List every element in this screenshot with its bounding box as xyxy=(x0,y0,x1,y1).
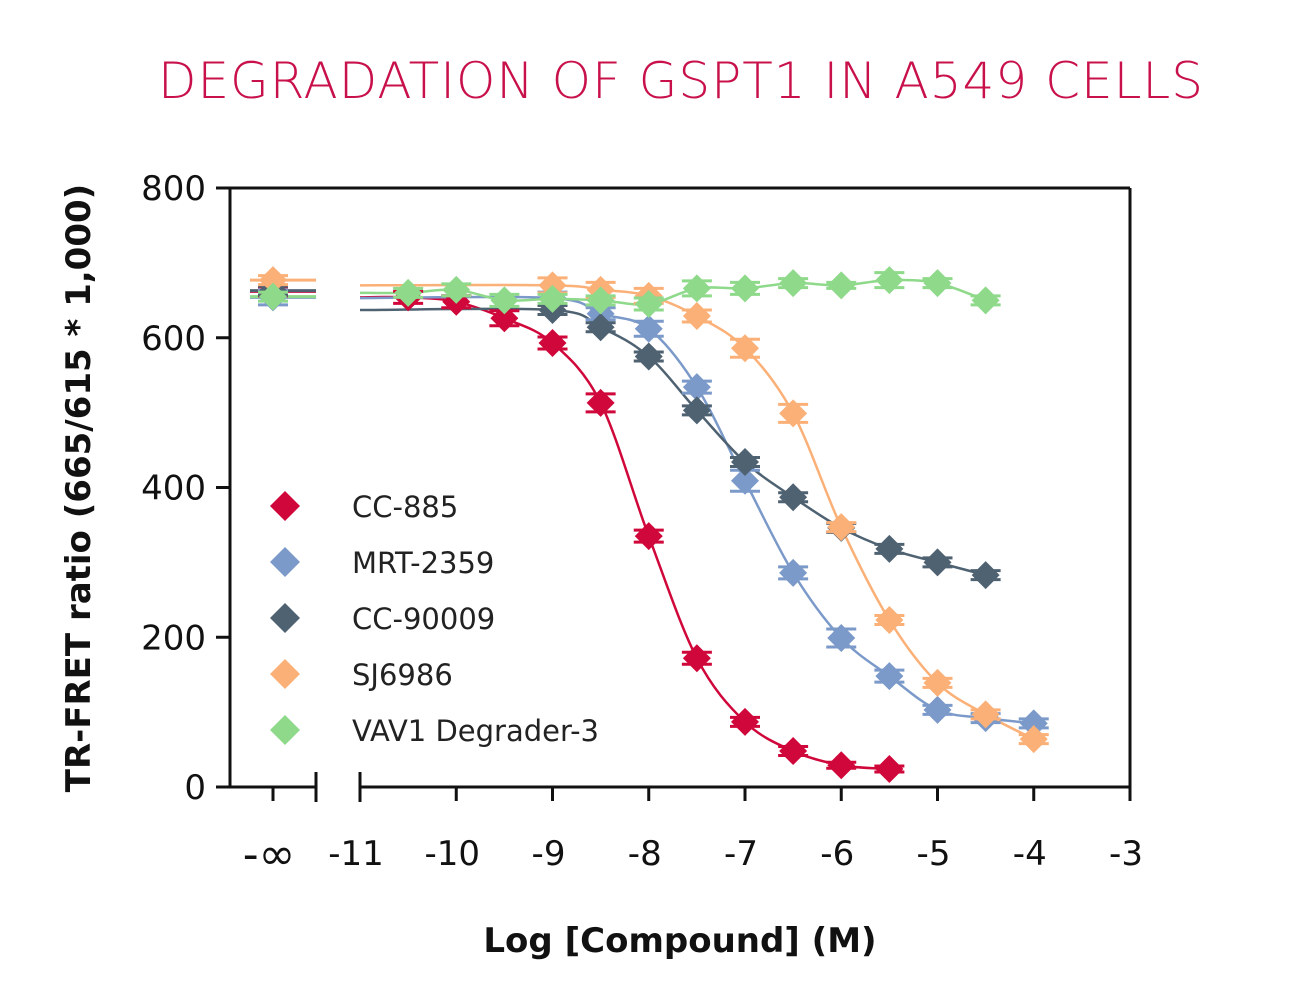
y-tick-label: 0 xyxy=(184,768,206,808)
y-tick-label: 800 xyxy=(141,169,206,209)
data-point xyxy=(634,342,663,371)
x-tick-label: -∞ xyxy=(243,829,296,880)
data-point xyxy=(682,373,711,402)
data-point xyxy=(731,334,759,363)
x-tick-label: -7 xyxy=(724,834,758,874)
data-point xyxy=(779,737,808,766)
data-point xyxy=(586,388,615,417)
data-point xyxy=(394,278,423,307)
data-point xyxy=(259,282,287,311)
y-tick-label: 200 xyxy=(141,618,206,658)
data-point xyxy=(634,522,663,551)
data-point xyxy=(779,269,808,298)
x-tick-label: -9 xyxy=(532,834,566,874)
data-point xyxy=(923,695,952,724)
data-point xyxy=(682,274,711,303)
data-point xyxy=(442,275,471,304)
chart-title: DEGRADATION OF GSPT1 IN A549 CELLS xyxy=(157,52,1205,110)
legend-label: MRT-2359 xyxy=(352,546,494,580)
y-tick-label: 600 xyxy=(141,319,206,359)
data-point xyxy=(971,700,1000,729)
legend-label: VAV1 Degrader-3 xyxy=(352,714,599,748)
data-point xyxy=(1019,725,1048,754)
x-tick-label: -4 xyxy=(1013,834,1047,874)
data-point xyxy=(682,644,711,673)
data-point xyxy=(971,286,1000,315)
legend-marker xyxy=(270,659,300,689)
data-point xyxy=(971,561,1000,590)
points xyxy=(258,266,1049,784)
data-point xyxy=(634,290,663,319)
data-point xyxy=(779,399,808,428)
data-point xyxy=(827,751,856,780)
data-point xyxy=(779,483,808,512)
data-point xyxy=(490,286,519,315)
legend: CC-885 MRT-2359 CC-90009 SJ6986 VAV1 Degrade… xyxy=(270,490,599,748)
legend-label: CC-90009 xyxy=(352,602,495,636)
data-point xyxy=(538,328,567,357)
x-tick-label: -5 xyxy=(917,834,951,874)
data-point xyxy=(586,286,615,315)
data-point xyxy=(779,558,808,587)
data-point xyxy=(682,396,711,425)
data-point xyxy=(827,271,856,300)
data-point xyxy=(259,266,287,295)
data-point xyxy=(923,269,952,298)
x-axis-label: Log [Compound] (M) xyxy=(483,921,876,961)
data-point xyxy=(586,313,615,342)
x-tick-label: -11 xyxy=(328,834,384,874)
legend-marker xyxy=(270,491,300,521)
data-point xyxy=(875,755,904,784)
data-point xyxy=(1019,709,1048,738)
data-point xyxy=(923,548,952,577)
x-tick-label: -10 xyxy=(424,834,480,874)
data-point xyxy=(827,623,856,652)
data-point xyxy=(875,662,904,691)
legend-marker xyxy=(270,603,300,633)
fit-curve xyxy=(359,295,890,771)
data-point xyxy=(875,606,904,635)
data-point xyxy=(490,304,519,333)
legend-label: CC-885 xyxy=(352,490,458,524)
data-point xyxy=(634,314,663,343)
x-tick-label: -8 xyxy=(628,834,662,874)
data-point xyxy=(731,707,759,736)
x-tick-label: -6 xyxy=(820,834,854,874)
legend-label: SJ6986 xyxy=(352,658,453,692)
data-point xyxy=(682,302,711,331)
fit-curve xyxy=(359,307,986,577)
data-point xyxy=(875,266,904,295)
data-point xyxy=(731,466,759,495)
data-point xyxy=(538,284,567,313)
x-tick-label: -3 xyxy=(1109,834,1143,874)
data-point xyxy=(875,534,904,563)
data-point xyxy=(731,448,759,477)
legend-marker xyxy=(270,715,300,745)
y-tick-label: 400 xyxy=(141,469,206,509)
data-point xyxy=(731,274,759,303)
data-point xyxy=(923,668,952,697)
axes: 0 200 400 600 800 -∞ -11 -10 -9 -8 -7 -6 -5 -4 -3 xyxy=(141,169,1143,880)
legend-marker xyxy=(270,547,300,577)
y-axis-label: TR-FRET ratio (665/615 * 1,000) xyxy=(59,184,99,792)
data-point xyxy=(827,513,856,542)
